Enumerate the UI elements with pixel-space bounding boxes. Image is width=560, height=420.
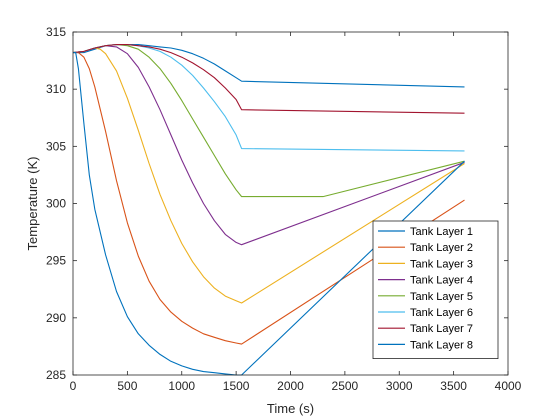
legend-label: Tank Layer 4 — [410, 275, 473, 287]
legend-label: Tank Layer 6 — [410, 307, 473, 319]
x-tick-label: 2000 — [277, 379, 304, 393]
x-tick-label: 500 — [117, 379, 137, 393]
legend-label: Tank Layer 8 — [410, 339, 473, 351]
legend-label: Tank Layer 1 — [410, 226, 473, 238]
y-tick-label: 305 — [46, 139, 66, 153]
legend-box — [372, 220, 499, 360]
series-layer — [72, 44, 465, 376]
y-tick-label: 315 — [46, 25, 66, 39]
axis-layer: 0 500 1000 1500 2000 2500 3000 3500 4000 285 290 29… — [46, 25, 522, 393]
series-line-tank-layer-2 — [73, 52, 465, 345]
series-line-tank-layer-3 — [72, 47, 465, 304]
x-axis-label: Time (s) — [267, 401, 314, 416]
x-tick-label: 1500 — [223, 379, 250, 393]
y-tick-label: 290 — [46, 311, 66, 325]
y-tick-label: 285 — [46, 368, 66, 382]
legend-label: Tank Layer 3 — [410, 258, 473, 270]
legend-label: Tank Layer 7 — [410, 323, 473, 335]
series-line-tank-layer-8 — [73, 52, 465, 376]
series-line-tank-layer-7 — [72, 44, 465, 114]
x-tick-label: 4000 — [495, 379, 522, 393]
y-tick-label: 310 — [46, 82, 66, 96]
legend-label: Tank Layer 5 — [410, 291, 473, 303]
y-tick-label: 295 — [46, 254, 66, 268]
legend-label: Tank Layer 2 — [410, 242, 473, 254]
y-axis-label: Temperature (K) — [25, 157, 40, 251]
x-tick-label: 3500 — [440, 379, 467, 393]
legend: Tank Layer 1 Tank Layer 2 Tank Layer 3 Tank… — [372, 220, 499, 360]
x-tick-label: 3000 — [386, 379, 413, 393]
y-tick-label: 300 — [46, 197, 66, 211]
x-tick-label: 1000 — [168, 379, 195, 393]
x-tick-label: 0 — [70, 379, 77, 393]
x-tick-label: 2500 — [332, 379, 359, 393]
